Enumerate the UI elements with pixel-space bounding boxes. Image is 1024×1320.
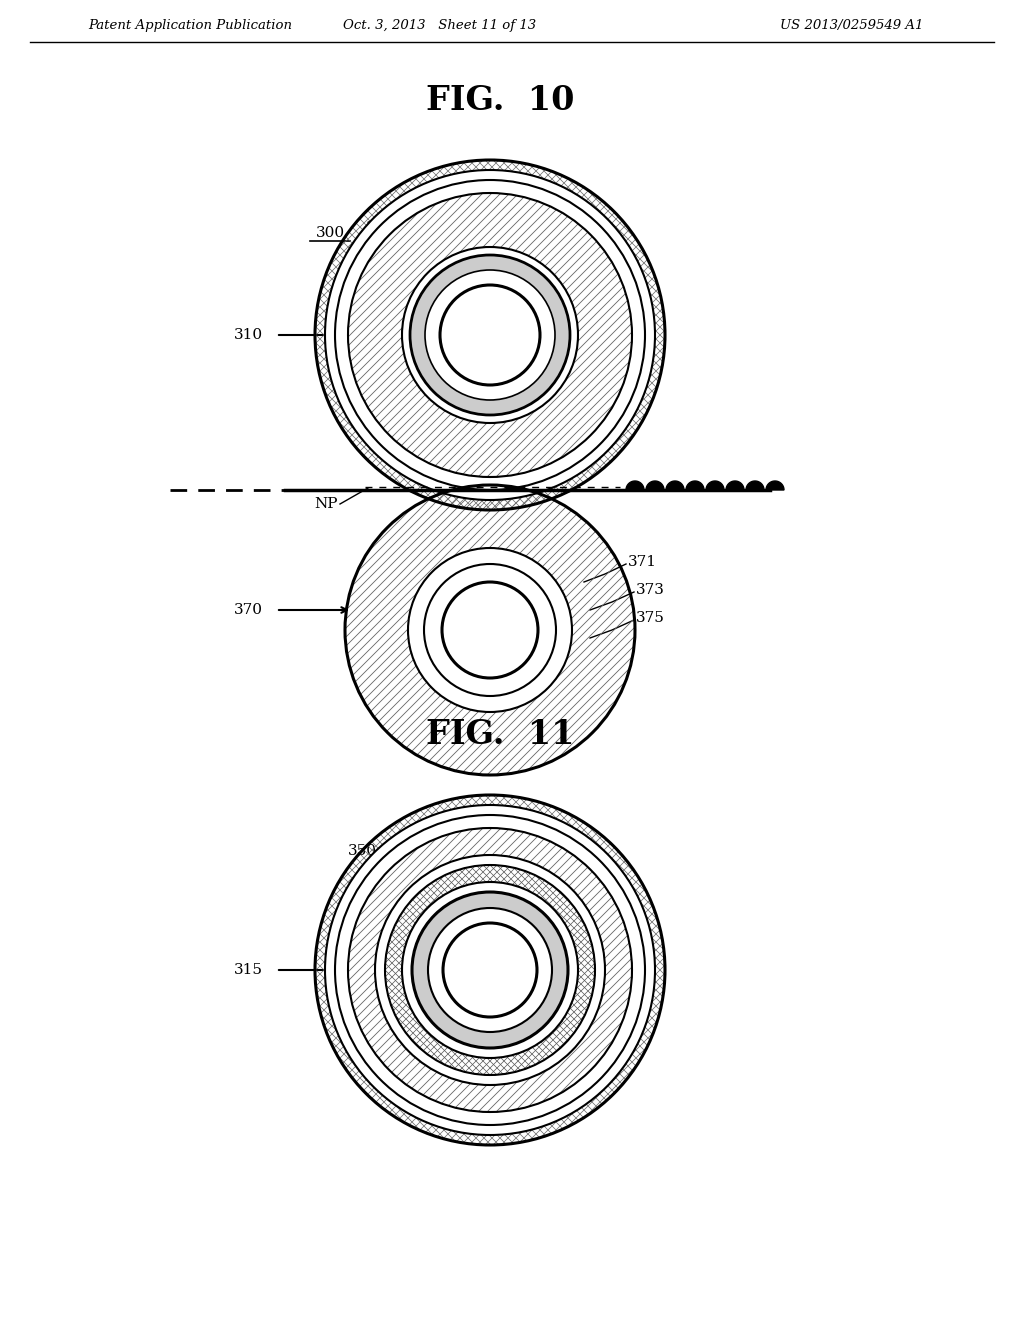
Circle shape [325, 170, 655, 500]
Text: 365: 365 [553, 855, 582, 869]
Polygon shape [726, 480, 744, 490]
Text: 325: 325 [596, 957, 625, 972]
Text: 370: 370 [234, 603, 263, 616]
Text: FIG.  11: FIG. 11 [426, 718, 574, 751]
Circle shape [424, 564, 556, 696]
Circle shape [310, 789, 670, 1150]
Circle shape [410, 255, 570, 414]
Circle shape [408, 548, 572, 711]
Circle shape [443, 923, 537, 1016]
Circle shape [375, 855, 605, 1085]
Text: FIG.  10: FIG. 10 [426, 83, 574, 116]
Text: 365: 365 [558, 231, 587, 246]
Polygon shape [666, 480, 684, 490]
Text: 320: 320 [598, 335, 627, 348]
Polygon shape [626, 480, 644, 490]
Circle shape [442, 582, 538, 678]
Text: 330: 330 [588, 308, 617, 321]
Text: 315: 315 [234, 964, 263, 977]
Circle shape [428, 908, 552, 1032]
Circle shape [402, 882, 578, 1059]
Circle shape [425, 271, 555, 400]
Text: 363: 363 [565, 879, 594, 894]
Polygon shape [686, 480, 705, 490]
Text: 361: 361 [578, 280, 607, 294]
Polygon shape [766, 480, 784, 490]
Circle shape [412, 892, 568, 1048]
Circle shape [325, 170, 655, 500]
Text: 340: 340 [398, 838, 428, 851]
Text: 363: 363 [568, 255, 597, 269]
Text: 310: 310 [233, 327, 263, 342]
Circle shape [402, 882, 578, 1059]
Circle shape [402, 247, 578, 422]
Polygon shape [646, 480, 664, 490]
Polygon shape [706, 480, 724, 490]
Circle shape [310, 154, 670, 515]
Circle shape [402, 247, 578, 422]
Text: Patent Application Publication: Patent Application Publication [88, 18, 292, 32]
Circle shape [342, 482, 638, 777]
Text: 350: 350 [347, 843, 377, 858]
Circle shape [408, 548, 572, 711]
Text: 320: 320 [596, 987, 625, 1001]
Circle shape [325, 805, 655, 1135]
Text: US 2013/0259549 A1: US 2013/0259549 A1 [780, 18, 924, 32]
Text: 340: 340 [416, 216, 444, 230]
Text: Oct. 3, 2013   Sheet 11 of 13: Oct. 3, 2013 Sheet 11 of 13 [343, 18, 537, 32]
Text: 375: 375 [636, 611, 665, 624]
Text: 350: 350 [366, 220, 394, 235]
Circle shape [440, 285, 540, 385]
Text: NP: NP [314, 498, 338, 511]
Text: 330: 330 [590, 931, 618, 944]
Text: 361: 361 [577, 904, 606, 917]
Circle shape [375, 855, 605, 1085]
Text: 300: 300 [315, 226, 344, 240]
Circle shape [325, 805, 655, 1135]
Text: 371: 371 [628, 554, 657, 569]
Polygon shape [746, 480, 764, 490]
Text: 373: 373 [636, 583, 665, 597]
